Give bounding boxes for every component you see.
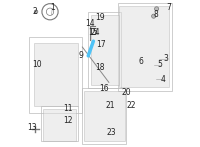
Text: 22: 22	[126, 101, 136, 110]
Text: 6: 6	[139, 57, 144, 66]
Circle shape	[34, 10, 38, 14]
Text: 5: 5	[158, 60, 163, 69]
Bar	[34, 43, 78, 106]
Text: 12: 12	[63, 116, 72, 125]
Bar	[119, 6, 169, 87]
Bar	[29, 37, 82, 113]
Text: 24: 24	[91, 28, 100, 37]
Text: 21: 21	[106, 101, 115, 110]
Bar	[91, 15, 119, 85]
Text: 17: 17	[97, 40, 106, 49]
Text: 3: 3	[164, 54, 169, 63]
Text: 16: 16	[100, 84, 109, 93]
Circle shape	[152, 14, 156, 18]
Bar	[88, 12, 121, 88]
Text: 1: 1	[50, 3, 55, 12]
Text: 10: 10	[32, 60, 42, 69]
Text: 4: 4	[161, 75, 166, 84]
Circle shape	[155, 7, 159, 11]
Text: 7: 7	[167, 3, 172, 12]
Text: 20: 20	[122, 88, 131, 97]
Bar	[82, 88, 126, 144]
Text: 18: 18	[95, 63, 105, 72]
Text: 14: 14	[85, 19, 95, 28]
Bar	[43, 109, 76, 141]
Text: 15: 15	[88, 28, 97, 37]
Text: 9: 9	[78, 51, 83, 60]
Bar	[118, 3, 172, 91]
Text: 8: 8	[153, 10, 158, 19]
Text: 11: 11	[63, 104, 72, 113]
Text: 2: 2	[33, 7, 38, 16]
Bar	[84, 91, 125, 141]
Text: 19: 19	[95, 13, 105, 22]
Text: 23: 23	[107, 128, 117, 137]
Text: 13: 13	[28, 123, 37, 132]
Bar	[41, 106, 78, 141]
